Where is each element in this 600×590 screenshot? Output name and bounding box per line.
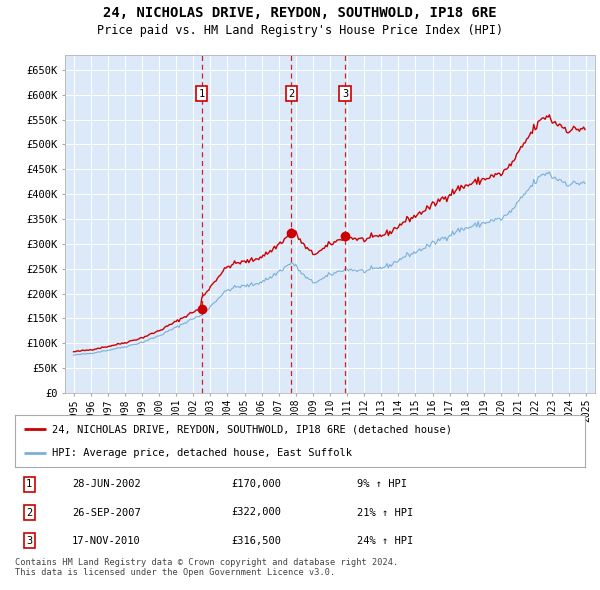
- Text: 2: 2: [26, 507, 32, 517]
- Text: 17-NOV-2010: 17-NOV-2010: [72, 536, 141, 546]
- Text: HPI: Average price, detached house, East Suffolk: HPI: Average price, detached house, East…: [52, 448, 352, 458]
- Text: 1: 1: [199, 89, 205, 99]
- Text: 3: 3: [342, 89, 348, 99]
- Text: Contains HM Land Registry data © Crown copyright and database right 2024.
This d: Contains HM Land Registry data © Crown c…: [15, 558, 398, 577]
- Text: 26-SEP-2007: 26-SEP-2007: [72, 507, 141, 517]
- Text: 3: 3: [26, 536, 32, 546]
- Text: Price paid vs. HM Land Registry's House Price Index (HPI): Price paid vs. HM Land Registry's House …: [97, 24, 503, 37]
- Text: 21% ↑ HPI: 21% ↑ HPI: [357, 507, 413, 517]
- Text: 24, NICHOLAS DRIVE, REYDON, SOUTHWOLD, IP18 6RE (detached house): 24, NICHOLAS DRIVE, REYDON, SOUTHWOLD, I…: [52, 424, 452, 434]
- Text: £170,000: £170,000: [232, 480, 281, 490]
- Text: 24% ↑ HPI: 24% ↑ HPI: [357, 536, 413, 546]
- Text: £316,500: £316,500: [232, 536, 281, 546]
- Text: 28-JUN-2002: 28-JUN-2002: [72, 480, 141, 490]
- Text: 24, NICHOLAS DRIVE, REYDON, SOUTHWOLD, IP18 6RE: 24, NICHOLAS DRIVE, REYDON, SOUTHWOLD, I…: [103, 6, 497, 20]
- Text: £322,000: £322,000: [232, 507, 281, 517]
- Text: 2: 2: [288, 89, 295, 99]
- Text: 9% ↑ HPI: 9% ↑ HPI: [357, 480, 407, 490]
- Text: 1: 1: [26, 480, 32, 490]
